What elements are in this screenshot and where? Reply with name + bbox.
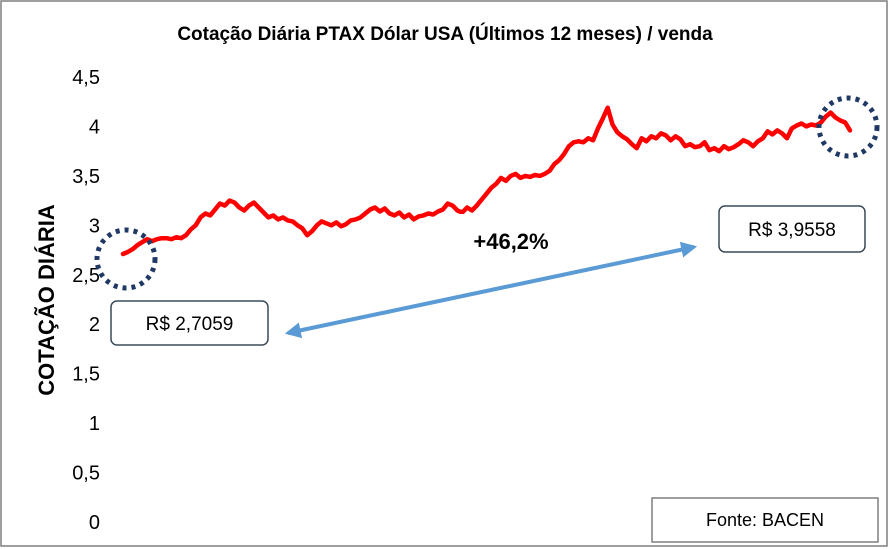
y-tick-label: 3,5 (72, 166, 100, 188)
start-value-callout (110, 300, 269, 346)
start-value-label: R$ 2,7059 (146, 314, 234, 335)
y-axis-ticks: 0 0,5 1 1,5 2 2,5 3 3,5 4 4,5 (72, 67, 100, 534)
series-group (120, 105, 853, 257)
y-tick-label: 4 (89, 116, 100, 138)
y-tick-label: 2,5 (72, 265, 100, 287)
end-highlight-circle (816, 95, 880, 159)
change-label-bg (457, 214, 569, 264)
y-tick-label: 2 (89, 314, 100, 336)
end-value-callout (718, 205, 866, 253)
change-label: +46,2% (473, 229, 548, 254)
y-tick-label: 1 (89, 413, 100, 435)
start-highlight-circle (94, 227, 158, 291)
source-box (651, 497, 879, 543)
ptax-series-line (120, 105, 853, 257)
y-axis-label: COTAÇÃO DIÁRIA (34, 204, 59, 396)
change-arrow (284, 241, 698, 339)
y-tick-label: 0 (89, 512, 100, 534)
y-tick-label: 1,5 (72, 364, 100, 386)
chart-title: Cotação Diária PTAX Dólar USA (Últimos 1… (177, 23, 713, 45)
y-tick-label: 0,5 (72, 463, 100, 485)
y-tick-label: 4,5 (72, 67, 100, 89)
y-tick-label: 3 (89, 215, 100, 237)
source-label: Fonte: BACEN (706, 510, 824, 530)
end-value-label: R$ 3,9558 (748, 220, 836, 241)
